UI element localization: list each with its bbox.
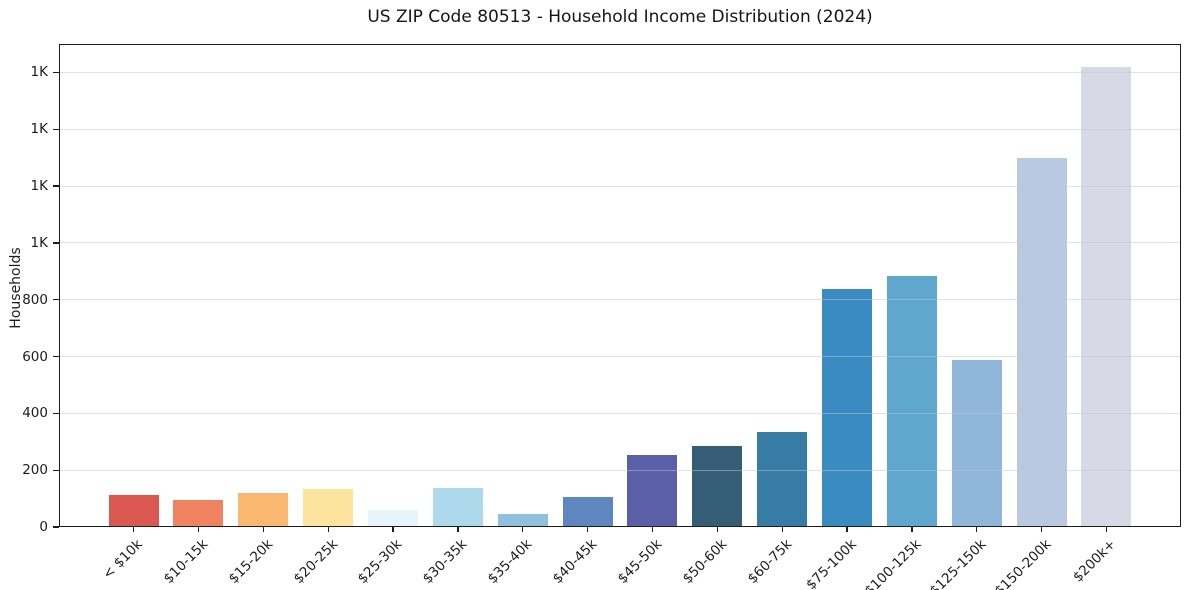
x-tick-label: $125-150k <box>926 536 990 590</box>
bar <box>1016 157 1067 527</box>
bar <box>238 493 289 527</box>
x-tick-mark <box>651 527 654 532</box>
gridline <box>59 469 1181 471</box>
x-tick-mark <box>846 527 848 532</box>
x-tick-label: $75-100k <box>802 536 860 590</box>
y-tick-label: 1K <box>30 234 48 251</box>
x-tick-label: $35-40k <box>484 536 536 587</box>
y-tick-label: 800 <box>22 291 48 308</box>
gridline <box>59 356 1181 358</box>
gridline <box>59 242 1181 244</box>
bar <box>886 276 937 527</box>
x-tick-mark <box>457 527 459 532</box>
bar <box>562 497 613 527</box>
bar <box>1081 66 1132 527</box>
x-tick-mark <box>781 527 783 532</box>
x-tick-mark <box>1040 527 1043 532</box>
x-tick-mark <box>586 527 589 532</box>
x-tick-mark <box>262 527 264 532</box>
x-tick-mark <box>197 527 200 532</box>
bar <box>627 454 678 527</box>
bar <box>108 494 159 527</box>
plot-frame <box>59 44 1181 527</box>
x-tick-label: $15-20k <box>225 536 276 587</box>
x-tick-label: $200k+ <box>1069 536 1120 586</box>
x-tick-mark <box>327 527 329 532</box>
x-tick-label: $50-60k <box>679 536 730 587</box>
gridline <box>59 299 1181 301</box>
y-tick-mark <box>52 128 59 130</box>
x-tick-label: < $10k <box>100 536 147 583</box>
y-tick-mark <box>52 71 59 74</box>
bar <box>692 445 743 527</box>
y-tick-label: 1K <box>30 121 48 138</box>
bar <box>303 488 354 527</box>
bar <box>822 288 873 527</box>
x-tick-label: $10-15k <box>160 536 212 587</box>
bar <box>432 487 483 527</box>
x-tick-label: $20-25k <box>290 536 341 587</box>
y-tick-label: 200 <box>22 462 48 479</box>
x-tick-mark <box>392 527 394 532</box>
y-tick-mark <box>52 355 59 358</box>
y-tick-label: 1K <box>30 64 48 81</box>
bar <box>951 360 1002 527</box>
x-tick-mark <box>716 527 718 532</box>
x-tick-mark <box>911 527 913 532</box>
y-tick-mark <box>52 242 59 244</box>
gridline <box>59 128 1181 130</box>
x-tick-label: $45-50k <box>614 536 666 587</box>
bar <box>368 509 419 527</box>
x-tick-mark <box>976 527 978 532</box>
y-tick-label: 1K <box>30 178 48 195</box>
gridline <box>59 71 1181 73</box>
x-tick-label: $150-200k <box>991 536 1055 590</box>
x-tick-label: $60-75k <box>744 536 795 587</box>
y-tick-mark <box>52 299 59 301</box>
bar <box>173 500 224 527</box>
plot-area <box>59 44 1181 527</box>
y-tick-mark <box>52 469 59 471</box>
x-tick-label: $30-35k <box>419 536 471 587</box>
y-tick-mark <box>52 412 59 414</box>
x-tick-mark <box>522 527 524 532</box>
chart-title: US ZIP Code 80513 - Household Income Dis… <box>367 7 873 27</box>
x-tick-label: $25-30k <box>354 536 406 587</box>
x-tick-mark <box>1105 527 1108 532</box>
x-tick-label: $40-45k <box>549 536 601 587</box>
x-tick-label: $100-125k <box>861 536 925 590</box>
y-axis-label: Households <box>8 247 24 329</box>
gridline <box>59 185 1181 187</box>
y-tick-mark <box>52 526 59 528</box>
gridline <box>59 412 1181 414</box>
y-tick-label: 0 <box>39 519 48 535</box>
y-tick-label: 400 <box>22 405 48 422</box>
bar <box>757 432 808 527</box>
y-tick-mark <box>52 185 59 187</box>
bar <box>497 514 548 527</box>
y-tick-label: 600 <box>22 348 48 365</box>
x-tick-mark <box>132 527 135 532</box>
